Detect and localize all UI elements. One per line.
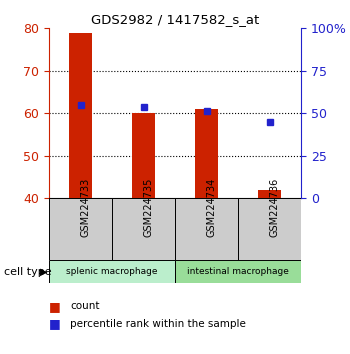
Bar xyxy=(175,260,301,283)
Text: ■: ■ xyxy=(49,318,61,330)
Bar xyxy=(258,190,281,198)
Text: count: count xyxy=(70,301,99,311)
Bar xyxy=(175,198,238,260)
Bar xyxy=(49,260,175,283)
Text: ▶: ▶ xyxy=(40,267,48,277)
Text: intestinal macrophage: intestinal macrophage xyxy=(187,267,289,276)
Title: GDS2982 / 1417582_s_at: GDS2982 / 1417582_s_at xyxy=(91,13,259,26)
Text: splenic macrophage: splenic macrophage xyxy=(66,267,158,276)
Text: GSM224735: GSM224735 xyxy=(144,178,154,237)
Bar xyxy=(132,113,154,198)
Bar xyxy=(69,33,91,198)
Text: GSM224734: GSM224734 xyxy=(206,178,217,237)
Text: ■: ■ xyxy=(49,300,61,313)
Text: cell type: cell type xyxy=(4,267,51,277)
Bar xyxy=(238,198,301,260)
Bar xyxy=(112,198,175,260)
Text: GSM224736: GSM224736 xyxy=(270,178,280,237)
Text: GSM224733: GSM224733 xyxy=(80,178,91,237)
Bar xyxy=(49,198,112,260)
Text: percentile rank within the sample: percentile rank within the sample xyxy=(70,319,246,329)
Bar xyxy=(195,109,217,198)
